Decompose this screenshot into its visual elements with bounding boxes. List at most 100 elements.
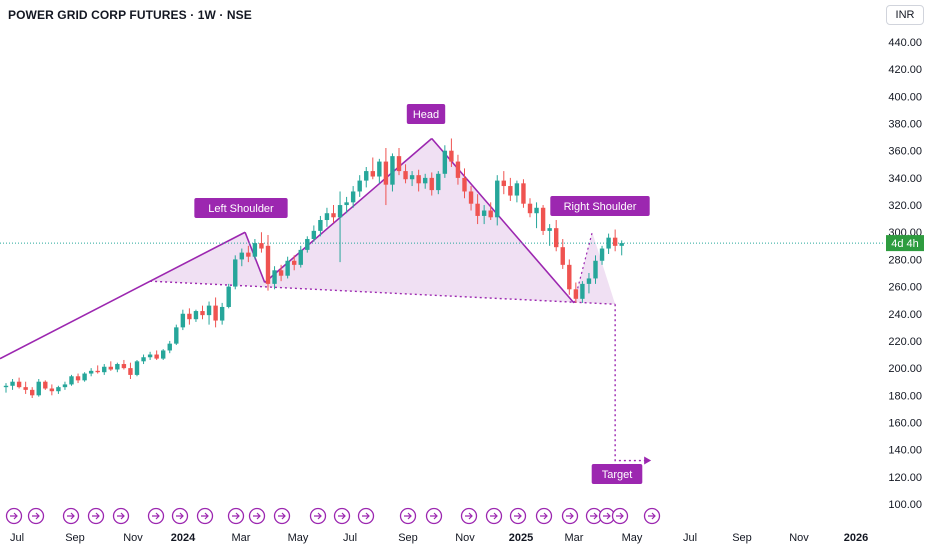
candle bbox=[429, 172, 434, 196]
candle-body bbox=[586, 278, 592, 284]
candle-body bbox=[121, 364, 127, 369]
candle bbox=[501, 171, 506, 195]
time-axis[interactable]: Jul Sep Nov 2024 Mar May Jul Sep Nov 2025 Mar May Ju… bbox=[10, 532, 868, 544]
candle-body bbox=[462, 177, 467, 192]
candle bbox=[30, 387, 35, 399]
candle-body bbox=[540, 207, 546, 231]
candle-body bbox=[383, 161, 389, 185]
head-label: Head bbox=[406, 104, 446, 124]
y-tick-label: 320.00 bbox=[888, 200, 922, 212]
candle bbox=[226, 283, 231, 309]
price-axis[interactable]: 100.00 120.00 140.00 160.00 180.00 200.00 220.… bbox=[886, 37, 924, 511]
candle-body bbox=[69, 376, 74, 385]
candle bbox=[540, 205, 546, 235]
candle-body bbox=[62, 384, 68, 388]
candle-body bbox=[337, 205, 343, 218]
candle-body bbox=[599, 248, 605, 261]
x-tick-label: 2025 bbox=[509, 532, 533, 544]
candle bbox=[324, 207, 330, 227]
candle bbox=[409, 171, 415, 187]
candle bbox=[88, 368, 94, 377]
event-marker-arrow bbox=[314, 512, 322, 520]
x-tick-label: Mar bbox=[232, 532, 251, 544]
currency-selector[interactable]: INR bbox=[886, 5, 924, 25]
event-marker-icon bbox=[248, 507, 266, 525]
event-marker-arrow bbox=[253, 512, 261, 520]
candle bbox=[442, 145, 448, 178]
event-marker-arrow bbox=[176, 512, 184, 520]
candle-body bbox=[409, 175, 415, 180]
candle bbox=[134, 359, 140, 377]
candle bbox=[599, 245, 605, 265]
event-marker-arrow bbox=[566, 512, 574, 520]
event-marker-arrow bbox=[10, 512, 18, 520]
left-shoulder-label-text: Left Shoulder bbox=[208, 203, 274, 215]
candle bbox=[567, 259, 572, 295]
candle-body bbox=[180, 313, 186, 328]
candle bbox=[514, 180, 520, 203]
right-shoulder-label: Right Shoulder bbox=[550, 196, 650, 216]
x-tick-label: Jul bbox=[683, 532, 697, 544]
candle-body bbox=[206, 305, 212, 316]
candle bbox=[449, 138, 454, 168]
candle bbox=[147, 351, 153, 360]
candle-body bbox=[95, 370, 100, 373]
x-tick-label: May bbox=[622, 532, 643, 544]
candle bbox=[3, 383, 9, 393]
candle bbox=[436, 171, 441, 195]
event-marker-arrow bbox=[590, 512, 598, 520]
candle-body bbox=[167, 343, 172, 351]
candle-body bbox=[213, 305, 218, 321]
candle bbox=[344, 196, 349, 214]
candle-body bbox=[468, 191, 474, 204]
candle-body bbox=[82, 373, 87, 381]
candle bbox=[298, 245, 303, 268]
event-marker-icon bbox=[112, 507, 130, 525]
candle-body bbox=[298, 249, 303, 265]
candle bbox=[554, 220, 559, 252]
event-marker-arrow bbox=[117, 512, 125, 520]
candle-body bbox=[436, 173, 441, 191]
event-marker-icon bbox=[399, 507, 417, 525]
candle-body bbox=[147, 354, 153, 358]
y-tick-label: 440.00 bbox=[888, 37, 922, 49]
head-label-box bbox=[406, 104, 446, 124]
candle bbox=[305, 236, 310, 253]
candle-body bbox=[606, 237, 611, 249]
candle bbox=[278, 264, 284, 282]
candle bbox=[619, 240, 624, 256]
candle-body bbox=[252, 243, 258, 257]
candle-body bbox=[134, 361, 140, 375]
event-marker-arrow bbox=[603, 512, 611, 520]
candle-body bbox=[10, 381, 15, 386]
candle-body bbox=[560, 247, 565, 265]
candle-body bbox=[593, 260, 598, 279]
y-tick-label: 160.00 bbox=[888, 417, 922, 429]
candle-body bbox=[521, 183, 526, 204]
candle-body bbox=[285, 260, 290, 276]
candle-body bbox=[580, 283, 585, 299]
y-tick-label: 380.00 bbox=[888, 119, 922, 131]
x-tick-label: Sep bbox=[398, 532, 418, 544]
candle bbox=[252, 239, 258, 260]
candle-body bbox=[416, 175, 421, 184]
candle-body bbox=[75, 376, 81, 381]
candle bbox=[180, 309, 186, 331]
candle-body bbox=[23, 387, 28, 390]
candle-body bbox=[573, 289, 579, 299]
left-shoulder-label-box bbox=[194, 198, 288, 218]
y-tick-label: 180.00 bbox=[888, 390, 922, 402]
candle-body bbox=[278, 270, 284, 276]
candle-body bbox=[534, 207, 539, 214]
candle-body bbox=[501, 180, 506, 187]
y-tick-label: 400.00 bbox=[888, 91, 922, 103]
candle bbox=[364, 167, 369, 188]
candle bbox=[481, 205, 487, 225]
candle-body bbox=[305, 239, 310, 250]
event-marker-arrow bbox=[92, 512, 100, 520]
candle-body bbox=[350, 191, 356, 203]
event-marker-icon bbox=[357, 507, 375, 525]
x-tick-label: Nov bbox=[455, 532, 475, 544]
x-tick-label: Mar bbox=[565, 532, 584, 544]
